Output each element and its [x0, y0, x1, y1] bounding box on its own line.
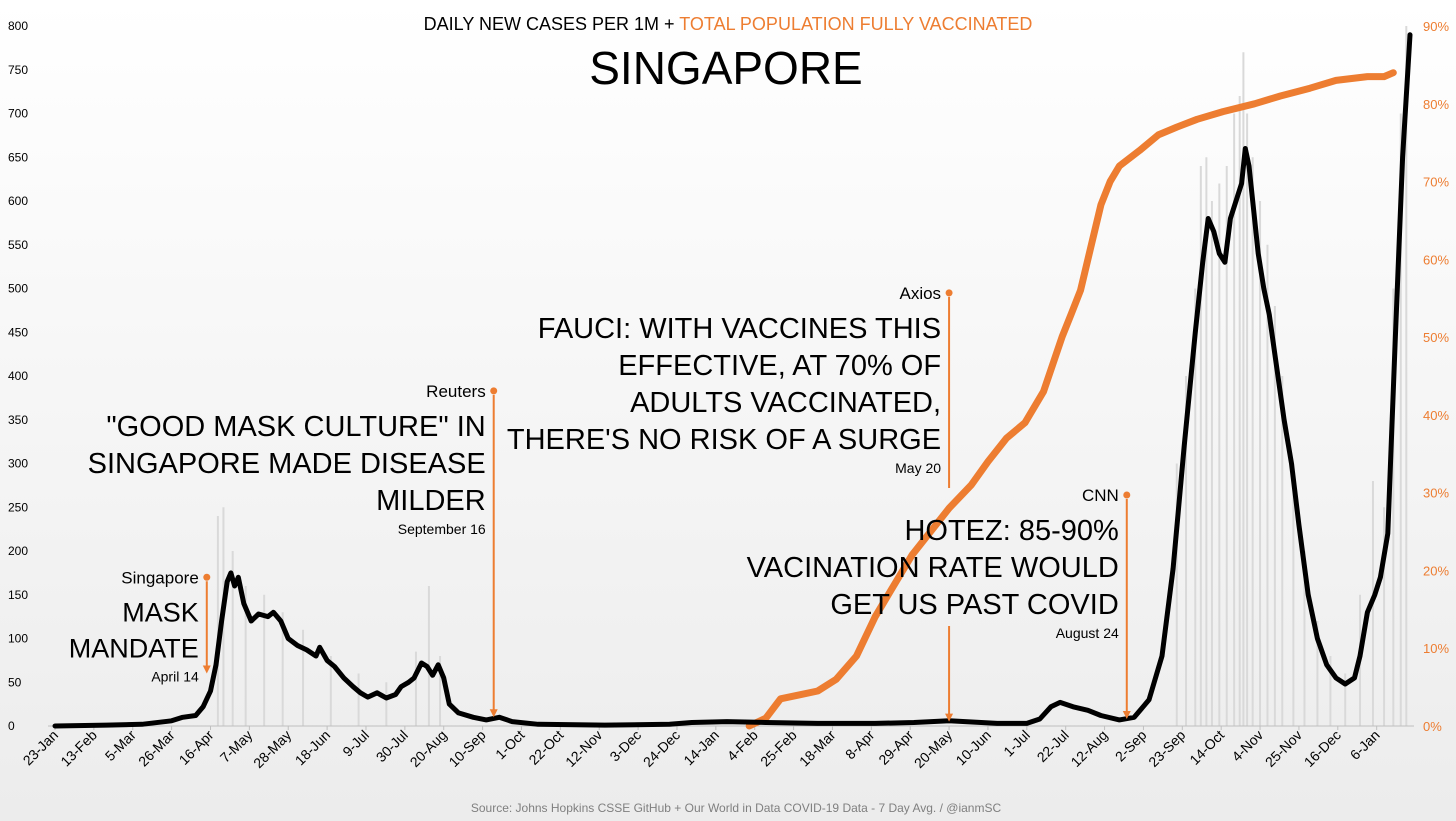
annotation: Singapore MASK MANDATE April 14: [69, 568, 211, 684]
annotation-arrowhead: [945, 713, 954, 722]
right-tick-label: 10%: [1423, 641, 1449, 656]
source-note: Source: Johns Hopkins CSSE GitHub + Our …: [471, 801, 1002, 815]
right-tick-label: 60%: [1423, 252, 1449, 267]
annotation-dot: [945, 289, 953, 297]
annotation-dot: [203, 573, 211, 581]
left-tick-label: 250: [8, 500, 28, 514]
annotation-headline-line: HOTEZ: 85-90%: [904, 515, 1118, 547]
annotation: Reuters "GOOD MASK CULTURE" IN SINGAPORE M…: [88, 382, 498, 718]
annotation-headline-line: VACINATION RATE WOULD: [747, 552, 1119, 584]
annotation-headline-line: MANDATE: [69, 633, 199, 663]
right-tick-label: 70%: [1423, 175, 1449, 190]
annotation-headline-line: MILDER: [376, 485, 486, 517]
left-tick-label: 150: [8, 588, 28, 602]
right-tick-label: 0%: [1423, 719, 1442, 734]
chart-title: DAILY NEW CASES PER 1M + TOTAL POPULATIO…: [424, 14, 1033, 34]
right-tick-label: 40%: [1423, 408, 1449, 423]
annotation-headline-line: ADULTS VACCINATED,: [630, 387, 941, 419]
right-tick-label: 50%: [1423, 330, 1449, 345]
annotation-arrowhead: [1122, 711, 1131, 719]
annotation-headline-line: GET US PAST COVID: [830, 589, 1118, 621]
annotation-headline-line: MASK: [122, 597, 199, 627]
annotation-headline-line: FAUCI: WITH VACCINES THIS: [538, 313, 941, 345]
daily-case-bars: [216, 26, 1408, 726]
annotation-source: Singapore: [121, 568, 199, 587]
right-tick-label: 20%: [1423, 563, 1449, 578]
right-tick-label: 80%: [1423, 97, 1449, 112]
left-tick-label: 550: [8, 238, 28, 252]
annotation-date: May 20: [895, 460, 941, 476]
left-tick-label: 300: [8, 457, 28, 471]
annotation-date: April 14: [151, 668, 199, 684]
left-tick-label: 450: [8, 325, 28, 339]
annotation-headline-line: "GOOD MASK CULTURE" IN: [106, 411, 485, 443]
left-tick-label: 0: [8, 719, 15, 733]
annotation-headline-line: THERE'S NO RISK OF A SURGE: [507, 424, 941, 456]
annotation-dot: [490, 387, 498, 395]
left-tick-label: 500: [8, 282, 28, 296]
left-tick-label: 200: [8, 544, 28, 558]
annotation-arrowhead: [202, 665, 211, 674]
annotations: Singapore MASK MANDATE April 14 Reuters "GOOD…: [69, 284, 1131, 722]
left-tick-label: 700: [8, 107, 28, 121]
annotation-date: September 16: [398, 521, 486, 537]
annotation-headline-line: EFFECTIVE, AT 70% OF: [618, 350, 941, 382]
right-tick-label: 90%: [1423, 19, 1449, 34]
chart-subtitle: SINGAPORE: [589, 42, 863, 94]
left-tick-label: 800: [8, 19, 28, 33]
annotation-source: Reuters: [426, 382, 486, 401]
left-axis-ticks: 0 50 100 150 200 250 300 350 400 450 500 550 600 650 7…: [8, 19, 28, 733]
annotation-source: CNN: [1082, 486, 1119, 505]
annotation-date: August 24: [1056, 625, 1119, 641]
left-tick-label: 50: [8, 675, 22, 689]
cases-series-line: [52, 32, 1413, 729]
annotation-source: Axios: [899, 284, 941, 303]
vaccinated-series-line: [745, 69, 1397, 730]
left-tick-label: 650: [8, 150, 28, 164]
annotation: Axios FAUCI: WITH VACCINES THIS EFFECTIVE,…: [507, 284, 954, 722]
right-axis-ticks: 0% 10% 20% 30% 40% 50% 60% 70% 80% 90%: [1423, 19, 1449, 734]
left-tick-label: 100: [8, 632, 28, 646]
annotation-arrowhead: [489, 709, 498, 718]
annotation-dot: [1123, 491, 1131, 499]
right-tick-label: 30%: [1423, 486, 1449, 501]
left-tick-label: 350: [8, 413, 28, 427]
left-tick-label: 600: [8, 194, 28, 208]
annotation-headline-line: SINGAPORE MADE DISEASE: [88, 448, 486, 480]
left-tick-label: 750: [8, 63, 28, 77]
annotation: CNN HOTEZ: 85-90% VACINATION RATE WOULD GET…: [747, 486, 1131, 719]
left-tick-label: 400: [8, 369, 28, 383]
